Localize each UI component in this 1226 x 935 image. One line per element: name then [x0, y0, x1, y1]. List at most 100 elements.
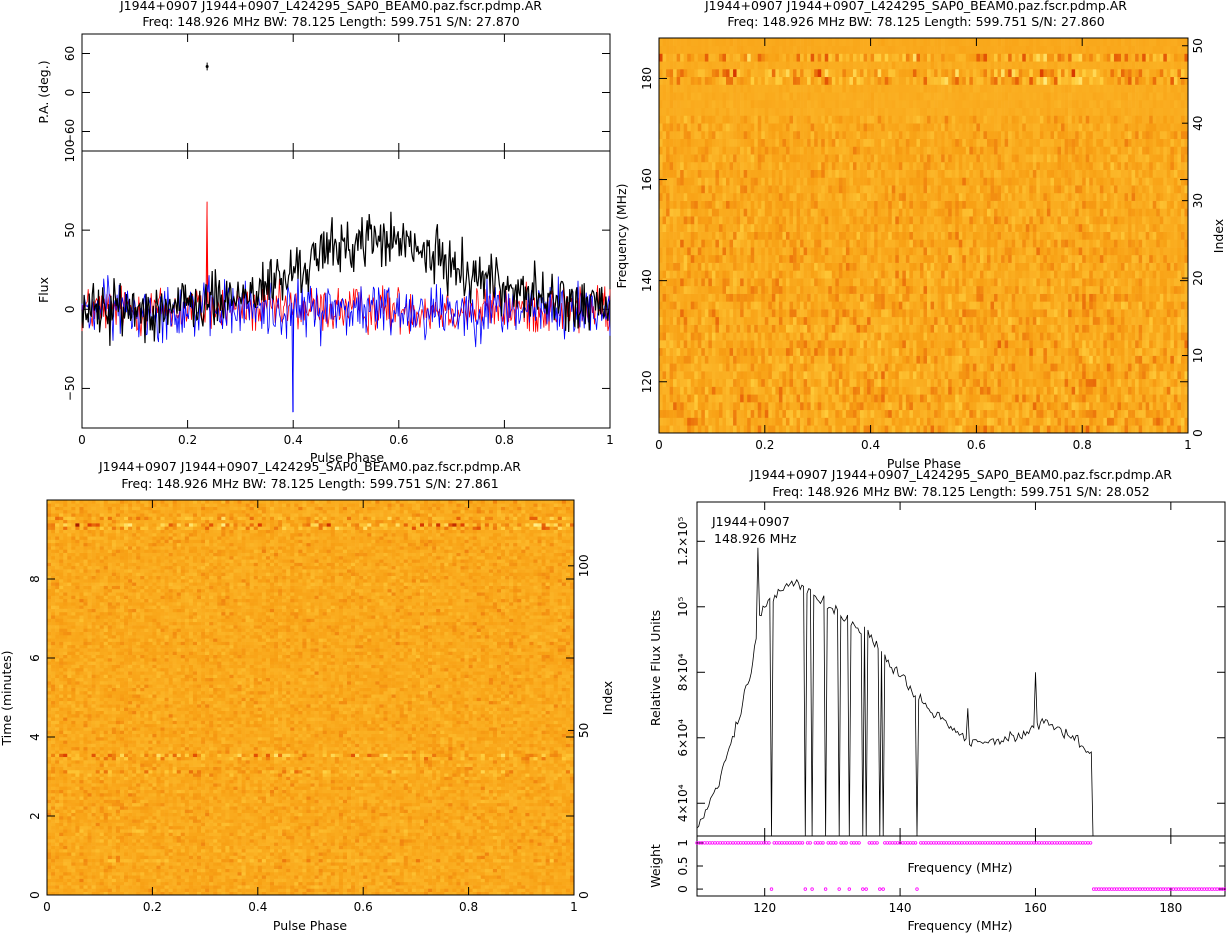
freq-phase-cell — [1068, 316, 1072, 325]
freq-phase-cell — [666, 208, 670, 217]
freq-phase-cell — [1138, 425, 1143, 434]
freq-phase-cell — [835, 316, 840, 325]
freq-phase-cell — [941, 285, 945, 294]
freq-phase-cell — [919, 371, 924, 380]
freq-phase-cell — [902, 417, 907, 426]
freq-phase-cell — [796, 409, 801, 418]
freq-phase-cell — [856, 332, 861, 341]
freq-phase-cell — [916, 239, 921, 248]
freq-phase-cell — [842, 293, 847, 302]
freq-phase-cell — [990, 363, 995, 372]
freq-phase-cell — [955, 309, 960, 318]
freq-phase-cell — [1018, 223, 1023, 232]
freq-phase-cell — [912, 301, 917, 310]
freq-phase-cell — [919, 425, 924, 434]
freq-phase-cell — [1025, 301, 1030, 310]
freq-phase-cell — [803, 223, 808, 232]
freq-phase-cell — [736, 293, 741, 302]
freq-phase-cell — [747, 417, 751, 426]
freq-phase-cell — [898, 402, 903, 411]
freq-phase-cell — [845, 332, 850, 341]
freq-phase-cell — [1057, 347, 1062, 356]
freq-phase-cell — [838, 231, 843, 240]
freq-phase-cell — [1039, 394, 1044, 403]
freq-phase-cell — [976, 231, 981, 240]
freq-phase-cell — [669, 254, 674, 263]
freq-phase-cell — [1022, 278, 1027, 287]
freq-phase-cell — [733, 386, 737, 395]
freq-phase-cell — [1145, 340, 1150, 349]
freq-phase-cell — [778, 185, 783, 194]
freq-phase-cell — [817, 324, 822, 333]
freq-phase-cell — [1163, 200, 1168, 209]
freq-phase-cell — [867, 177, 871, 186]
freq-phase-cell — [930, 425, 935, 434]
freq-phase-cell — [1135, 324, 1139, 333]
freq-phase-cell — [1152, 371, 1157, 380]
freq-phase-cell — [1124, 278, 1129, 287]
freq-phase-cell — [733, 247, 737, 256]
freq-phase-cell — [895, 247, 900, 256]
freq-phase-cell — [729, 409, 734, 418]
freq-phase-cell — [803, 293, 808, 302]
freq-phase-cell — [747, 340, 751, 349]
freq-phase-cell — [1106, 192, 1111, 201]
freq-phase-cell — [704, 309, 709, 318]
freq-phase-cell — [835, 409, 840, 418]
freq-phase-cell — [870, 247, 875, 256]
freq-phase-cell — [1099, 309, 1104, 318]
freq-phase-cell — [761, 216, 766, 225]
freq-phase-cell — [718, 340, 723, 349]
freq-phase-cell — [803, 247, 808, 256]
freq-phase-cell — [852, 254, 857, 263]
freq-phase-cell — [997, 363, 1002, 372]
freq-phase-cell — [994, 355, 998, 364]
freq-phase-cell — [747, 394, 751, 403]
freq-phase-cell — [994, 402, 998, 411]
freq-phase-cell — [983, 239, 988, 248]
freq-phase-cell — [676, 285, 681, 294]
freq-phase-cell — [1145, 316, 1150, 325]
freq-phase-cell — [722, 208, 727, 217]
freq-phase-cell — [666, 254, 670, 263]
freq-phase-cell — [1145, 185, 1150, 194]
freq-phase-cell — [944, 223, 949, 232]
freq-phase-cell — [1092, 309, 1097, 318]
freq-phase-cell — [863, 363, 868, 372]
freq-phase-cell — [800, 301, 804, 310]
freq-phase-cell — [690, 223, 695, 232]
freq-phase-cell — [666, 402, 670, 411]
freq-phase-cell — [793, 309, 797, 318]
freq-phase-cell — [1061, 177, 1065, 186]
freq-phase-cell — [1018, 278, 1023, 287]
freq-phase-cell — [1043, 347, 1048, 356]
freq-phase-cell — [687, 185, 692, 194]
freq-phase-cell — [944, 309, 949, 318]
freq-phase-cell — [1177, 309, 1182, 318]
freq-phase-cell — [1022, 386, 1027, 395]
freq-phase-cell — [1166, 278, 1171, 287]
freq-phase-cell — [831, 278, 836, 287]
freq-phase-cell — [1110, 409, 1115, 418]
freq-phase-cell — [768, 402, 773, 411]
freq-phase-cell — [711, 185, 716, 194]
freq-phase-cell — [729, 417, 734, 426]
freq-phase-cell — [750, 309, 755, 318]
freq-phase-cell — [860, 386, 864, 395]
freq-phase-cell — [877, 208, 882, 217]
freq-phase-cell — [888, 285, 893, 294]
freq-phase-cell — [898, 324, 903, 333]
freq-phase-cell — [1001, 425, 1005, 434]
freq-phase-cell — [1057, 278, 1062, 287]
freq-phase-cell — [757, 223, 762, 232]
freq-phase-cell — [676, 402, 681, 411]
freq-phase-cell — [835, 378, 840, 387]
freq-phase-cell — [814, 340, 818, 349]
freq-phase-cell — [768, 177, 773, 186]
freq-phase-cell — [870, 192, 875, 201]
freq-phase-cell — [824, 216, 829, 225]
freq-phase-cell — [1078, 301, 1083, 310]
freq-phase-cell — [1163, 208, 1168, 217]
freq-phase-cell — [1149, 363, 1154, 372]
freq-phase-cell — [659, 324, 663, 333]
